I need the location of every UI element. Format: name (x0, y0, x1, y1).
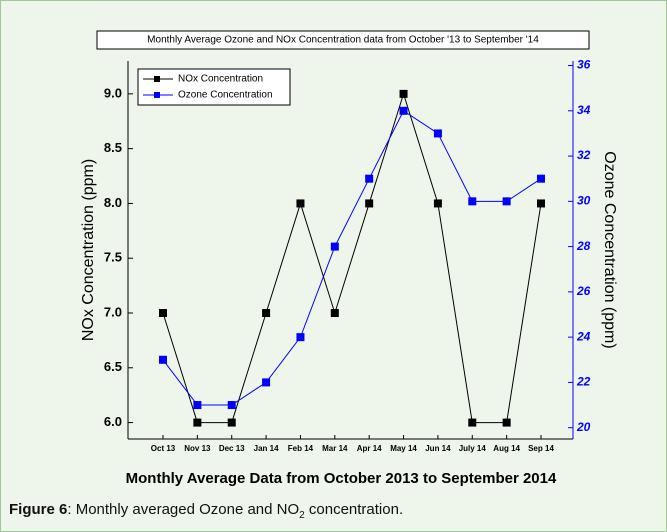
y2-tick-label: 28 (576, 239, 591, 253)
point (399, 106, 408, 115)
point (227, 401, 236, 410)
y2-tick-label: 20 (576, 420, 591, 434)
y2-tick-label: 30 (577, 194, 591, 208)
y-axis-label: NOx Concentration (ppm) (80, 159, 97, 341)
legend-label: Ozone Concentration (178, 90, 273, 101)
y2-tick-label: 36 (577, 58, 591, 72)
point (537, 174, 545, 183)
point (502, 418, 511, 427)
chart: Monthly Average Ozone and NOx Concentrat… (80, 30, 618, 487)
y-tick-label: 9.0 (104, 85, 122, 100)
x-tick-label: May 14 (390, 444, 417, 453)
point (399, 89, 408, 98)
x-tick-label: Oct 13 (151, 444, 176, 453)
x-tick-label: Jan 14 (254, 444, 279, 453)
x-tick-label: Sep 14 (528, 444, 554, 453)
point (193, 418, 202, 427)
point (537, 199, 545, 208)
x-tick-label: Feb 14 (288, 444, 314, 453)
point (330, 242, 339, 251)
point (296, 199, 305, 208)
point (468, 197, 477, 206)
caption: Figure 6: Monthly averaged Ozone and NO2… (9, 501, 403, 521)
y-tick-label: 7.0 (104, 304, 122, 319)
point (365, 199, 374, 208)
point (262, 378, 271, 387)
legend-label: NOx Concentration (178, 74, 263, 85)
x-tick-label: Aug 14 (493, 444, 520, 453)
chart-title: Monthly Average Ozone and NOx Concentrat… (147, 35, 539, 46)
x-tick-label: Dec 13 (219, 444, 245, 453)
legend-box (137, 68, 291, 106)
y-tick-label: 8.5 (104, 140, 122, 155)
y-tick-label: 8.0 (104, 195, 122, 210)
point (193, 401, 202, 410)
point (468, 418, 477, 427)
point (365, 174, 374, 183)
x-tick-label: Nov 13 (184, 444, 211, 453)
x-axis-label: Monthly Average Data from October 2013 t… (126, 470, 557, 487)
point (296, 333, 305, 342)
caption-text: : Monthly averaged Ozone and NO (67, 501, 300, 518)
y2-tick-label: 24 (576, 329, 591, 343)
y2-tick-label: 32 (577, 148, 591, 162)
y2-tick-label: 34 (577, 103, 591, 117)
point (330, 309, 339, 317)
point (433, 129, 442, 138)
point (227, 418, 236, 427)
legend-marker (154, 92, 160, 98)
point (159, 309, 167, 317)
title-box (96, 30, 590, 50)
y-tick-label: 6.0 (104, 414, 122, 429)
x-tick-label: Mar 14 (322, 444, 348, 453)
point (502, 197, 511, 206)
caption-label: Figure 6 (9, 501, 68, 518)
caption-tail: concentration. (304, 501, 404, 518)
x-tick-label: Apr 14 (357, 444, 382, 453)
y-tick-label: 7.5 (104, 250, 122, 265)
caption-subscript: 2 (299, 510, 305, 521)
series-line (162, 110, 542, 406)
y2-tick-label: 26 (576, 284, 591, 298)
y2-tick-label: 22 (576, 375, 591, 389)
x-tick-label: July 14 (459, 444, 487, 453)
x-tick-label: Jun 14 (425, 444, 451, 453)
y-tick-label: 6.5 (104, 359, 122, 374)
point (159, 355, 167, 364)
legend-marker (154, 76, 160, 82)
series-line (162, 92, 542, 424)
y2-axis-label: Ozone Concentration (ppm) (601, 151, 618, 348)
point (262, 309, 271, 317)
point (433, 199, 442, 208)
